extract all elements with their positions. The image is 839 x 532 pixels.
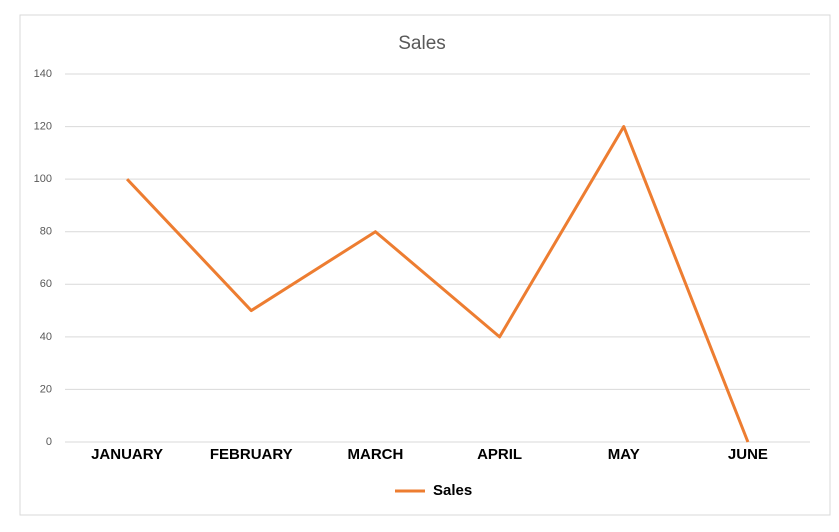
y-tick-label: 120	[34, 120, 52, 132]
x-tick-label: JANUARY	[91, 446, 163, 463]
x-tick-label: APRIL	[477, 446, 522, 463]
x-tick-label: MAY	[608, 446, 640, 463]
y-tick-label: 0	[46, 436, 52, 448]
y-tick-label: 80	[40, 226, 52, 238]
x-tick-label: JUNE	[728, 446, 768, 463]
y-tick-label: 40	[40, 331, 52, 343]
x-tick-label: MARCH	[348, 446, 404, 463]
y-tick-label: 100	[34, 173, 52, 185]
y-tick-label: 140	[34, 68, 52, 80]
legend-label: Sales	[433, 482, 472, 499]
x-tick-label: FEBRUARY	[210, 446, 293, 463]
chart-title: Sales	[398, 33, 446, 54]
y-tick-label: 60	[40, 278, 52, 290]
series-line	[125, 125, 750, 443]
y-tick-label: 20	[40, 383, 52, 395]
chart-frame	[19, 14, 831, 516]
